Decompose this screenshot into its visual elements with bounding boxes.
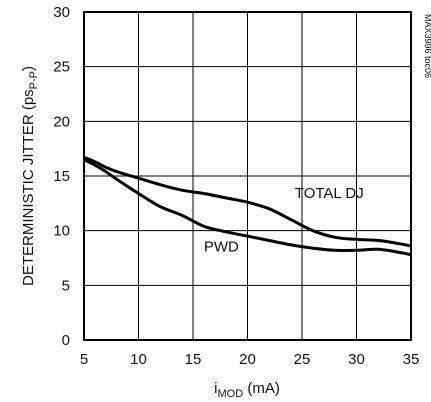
y-axis-label-end: ) <box>20 66 37 71</box>
plot-border <box>83 11 412 341</box>
y-tick-label: 0 <box>62 332 70 349</box>
y-tick-label: 30 <box>53 4 70 21</box>
x-axis-label-unit: (mA) <box>243 380 280 397</box>
y-tick-label: 10 <box>53 223 70 240</box>
x-tick-label: 5 <box>80 351 88 368</box>
x-tick-label: 20 <box>239 351 256 368</box>
y-tick-label: 20 <box>53 113 70 130</box>
series-annotation: PWD <box>204 238 239 255</box>
series-annotation: TOTAL DJ <box>295 185 364 202</box>
x-axis-label-sub: MOD <box>218 388 244 400</box>
x-axis-label-main: i <box>214 380 217 397</box>
side-label: MAX3996 toc06 <box>423 14 431 78</box>
annotations: TOTAL DJ PWD <box>204 185 364 256</box>
y-tick-label: 5 <box>62 277 70 294</box>
x-axis-label: iMOD (mA) <box>214 380 280 400</box>
y-axis-label: DETERMINISTIC JITTER (psP-P) <box>20 66 40 286</box>
x-tick-labels: 5 10 15 20 25 30 35 <box>80 351 420 368</box>
plot-frame <box>83 11 412 341</box>
y-axis-label-main: DETERMINISTIC JITTER (ps <box>20 89 37 286</box>
x-tick-label: 15 <box>185 351 202 368</box>
grid-lines <box>84 12 411 340</box>
x-tick-label: 25 <box>294 351 311 368</box>
y-axis-label-sub: P-P <box>28 71 40 89</box>
y-tick-labels: 0 5 10 15 20 25 30 <box>53 4 70 349</box>
series-lines <box>83 156 412 257</box>
y-tick-label: 25 <box>53 59 70 76</box>
y-tick-label: 15 <box>53 168 70 185</box>
series-line-0 <box>83 156 412 248</box>
series-line-1 <box>83 158 412 257</box>
x-tick-label: 35 <box>403 351 420 368</box>
x-tick-label: 30 <box>348 351 365 368</box>
x-tick-label: 10 <box>130 351 147 368</box>
